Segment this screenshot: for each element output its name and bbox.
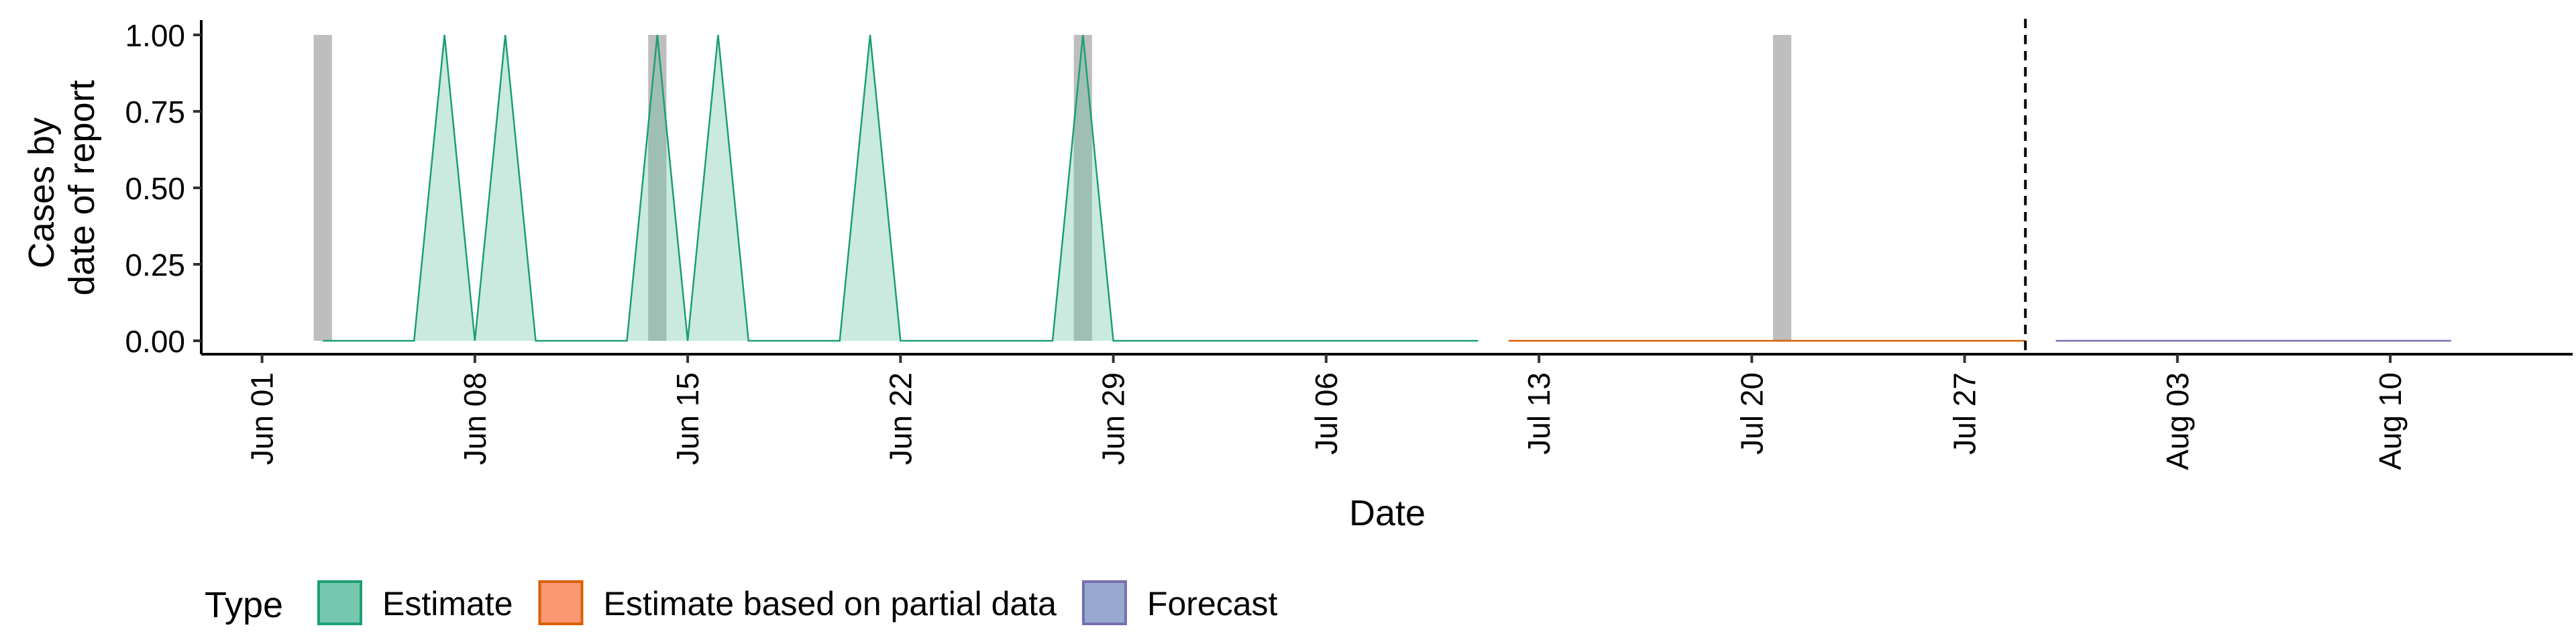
- legend-swatch: [1081, 580, 1127, 625]
- y-tick-label: 0.00: [125, 324, 185, 359]
- x-tick-label: Jun 29: [1096, 372, 1131, 465]
- x-tick-label: Aug 10: [2373, 372, 2408, 470]
- reported-cases-bar: [648, 35, 667, 341]
- legend-label: Estimate based on partial data: [604, 585, 1057, 623]
- y-tick-label: 0.25: [125, 248, 185, 282]
- x-tick-label: Jun 15: [670, 372, 705, 465]
- x-tick-label: Jul 20: [1734, 372, 1769, 455]
- x-tick-label: Jun 08: [458, 372, 492, 465]
- legend-swatch: [317, 580, 362, 625]
- legend-label: Estimate: [382, 585, 513, 623]
- series-area: [323, 35, 1479, 341]
- reported-cases-bar: [313, 35, 332, 341]
- x-tick-label: Aug 03: [2160, 372, 2195, 470]
- y-tick-label: 0.75: [125, 95, 185, 129]
- y-tick-label: 0.50: [125, 171, 185, 206]
- y-ticks: 0.00 0.25 0.50 0.75 1.00: [125, 18, 201, 359]
- y-tick-label: 1.00: [125, 18, 185, 53]
- y-axis-title-line-2: date of report: [62, 80, 102, 295]
- reported-cases-bar: [1073, 35, 1092, 341]
- series-line: [323, 34, 1479, 342]
- reported-cases-bars: [313, 35, 1792, 341]
- x-tick-label: Jul 27: [1947, 372, 1982, 455]
- legend: Type Estimate Estimate based on partial d…: [205, 580, 1278, 625]
- legend-swatch: [538, 580, 584, 625]
- legend-title: Type: [205, 585, 283, 625]
- y-axis-title-line-1: Cases by: [21, 117, 62, 268]
- legend-label: Forecast: [1147, 585, 1278, 623]
- x-ticks: Jun 01 Jun 08 Jun 15 Jun 22 Jun 29 Jul 06 Jul …: [245, 354, 2408, 470]
- axes: [200, 20, 2573, 356]
- x-axis-title: Date: [1349, 493, 1426, 533]
- series-layer: [323, 34, 2451, 342]
- x-tick-label: Jul 06: [1309, 372, 1344, 455]
- x-tick-label: Jun 22: [883, 372, 918, 465]
- x-tick-label: Jul 13: [1521, 372, 1556, 455]
- reported-cases-bar: [1773, 35, 1792, 341]
- x-tick-label: Jun 01: [245, 372, 280, 465]
- y-axis-title: Cases by date of report: [21, 80, 102, 295]
